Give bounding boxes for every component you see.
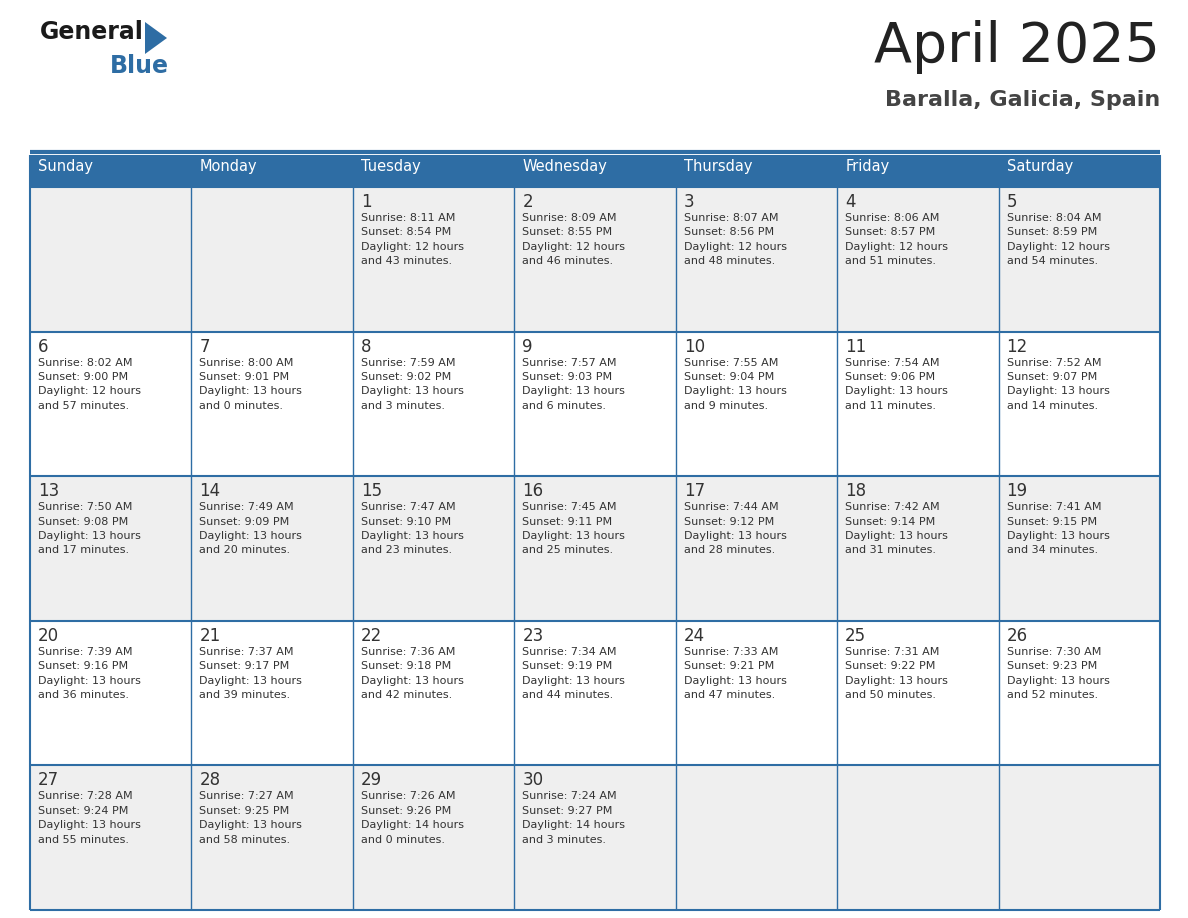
Text: Sunrise: 7:57 AM
Sunset: 9:03 PM
Daylight: 13 hours
and 6 minutes.: Sunrise: 7:57 AM Sunset: 9:03 PM Dayligh… xyxy=(523,358,625,410)
Text: Tuesday: Tuesday xyxy=(361,159,421,174)
Text: Sunrise: 7:34 AM
Sunset: 9:19 PM
Daylight: 13 hours
and 44 minutes.: Sunrise: 7:34 AM Sunset: 9:19 PM Dayligh… xyxy=(523,647,625,700)
Text: Sunrise: 7:26 AM
Sunset: 9:26 PM
Daylight: 14 hours
and 0 minutes.: Sunrise: 7:26 AM Sunset: 9:26 PM Dayligh… xyxy=(361,791,463,845)
Text: Sunrise: 7:24 AM
Sunset: 9:27 PM
Daylight: 14 hours
and 3 minutes.: Sunrise: 7:24 AM Sunset: 9:27 PM Dayligh… xyxy=(523,791,625,845)
Text: 12: 12 xyxy=(1006,338,1028,355)
Text: 10: 10 xyxy=(684,338,704,355)
Text: Sunrise: 8:00 AM
Sunset: 9:01 PM
Daylight: 13 hours
and 0 minutes.: Sunrise: 8:00 AM Sunset: 9:01 PM Dayligh… xyxy=(200,358,302,410)
Text: 30: 30 xyxy=(523,771,543,789)
Text: Sunrise: 8:07 AM
Sunset: 8:56 PM
Daylight: 12 hours
and 48 minutes.: Sunrise: 8:07 AM Sunset: 8:56 PM Dayligh… xyxy=(684,213,786,266)
Text: 20: 20 xyxy=(38,627,59,644)
Bar xyxy=(30,331,1159,476)
Text: Sunrise: 7:41 AM
Sunset: 9:15 PM
Daylight: 13 hours
and 34 minutes.: Sunrise: 7:41 AM Sunset: 9:15 PM Dayligh… xyxy=(1006,502,1110,555)
Text: Sunrise: 7:59 AM
Sunset: 9:02 PM
Daylight: 13 hours
and 3 minutes.: Sunrise: 7:59 AM Sunset: 9:02 PM Dayligh… xyxy=(361,358,463,410)
Bar xyxy=(514,155,676,187)
Text: 25: 25 xyxy=(845,627,866,644)
Bar xyxy=(676,155,838,187)
Text: 24: 24 xyxy=(684,627,704,644)
Bar xyxy=(30,766,1159,910)
Text: Sunrise: 7:55 AM
Sunset: 9:04 PM
Daylight: 13 hours
and 9 minutes.: Sunrise: 7:55 AM Sunset: 9:04 PM Dayligh… xyxy=(684,358,786,410)
Text: Sunrise: 7:54 AM
Sunset: 9:06 PM
Daylight: 13 hours
and 11 minutes.: Sunrise: 7:54 AM Sunset: 9:06 PM Dayligh… xyxy=(845,358,948,410)
Text: 28: 28 xyxy=(200,771,221,789)
Text: 26: 26 xyxy=(1006,627,1028,644)
Bar xyxy=(838,155,999,187)
Polygon shape xyxy=(145,22,168,54)
Text: Sunrise: 8:06 AM
Sunset: 8:57 PM
Daylight: 12 hours
and 51 minutes.: Sunrise: 8:06 AM Sunset: 8:57 PM Dayligh… xyxy=(845,213,948,266)
Text: Sunrise: 7:37 AM
Sunset: 9:17 PM
Daylight: 13 hours
and 39 minutes.: Sunrise: 7:37 AM Sunset: 9:17 PM Dayligh… xyxy=(200,647,302,700)
Bar xyxy=(30,621,1159,766)
Text: 14: 14 xyxy=(200,482,221,500)
Text: Sunrise: 8:02 AM
Sunset: 9:00 PM
Daylight: 12 hours
and 57 minutes.: Sunrise: 8:02 AM Sunset: 9:00 PM Dayligh… xyxy=(38,358,141,410)
Text: April 2025: April 2025 xyxy=(874,20,1159,74)
Text: 21: 21 xyxy=(200,627,221,644)
Text: Sunrise: 7:27 AM
Sunset: 9:25 PM
Daylight: 13 hours
and 58 minutes.: Sunrise: 7:27 AM Sunset: 9:25 PM Dayligh… xyxy=(200,791,302,845)
Text: 22: 22 xyxy=(361,627,383,644)
Text: 23: 23 xyxy=(523,627,544,644)
Text: Sunrise: 8:11 AM
Sunset: 8:54 PM
Daylight: 12 hours
and 43 minutes.: Sunrise: 8:11 AM Sunset: 8:54 PM Dayligh… xyxy=(361,213,463,266)
Text: Thursday: Thursday xyxy=(684,159,752,174)
Text: Blue: Blue xyxy=(110,54,169,78)
Bar xyxy=(191,155,353,187)
Bar xyxy=(30,187,1159,331)
Text: Monday: Monday xyxy=(200,159,257,174)
Text: Saturday: Saturday xyxy=(1006,159,1073,174)
Text: Sunrise: 7:39 AM
Sunset: 9:16 PM
Daylight: 13 hours
and 36 minutes.: Sunrise: 7:39 AM Sunset: 9:16 PM Dayligh… xyxy=(38,647,141,700)
Text: Sunrise: 7:33 AM
Sunset: 9:21 PM
Daylight: 13 hours
and 47 minutes.: Sunrise: 7:33 AM Sunset: 9:21 PM Dayligh… xyxy=(684,647,786,700)
Text: Sunday: Sunday xyxy=(38,159,93,174)
Text: Sunrise: 7:50 AM
Sunset: 9:08 PM
Daylight: 13 hours
and 17 minutes.: Sunrise: 7:50 AM Sunset: 9:08 PM Dayligh… xyxy=(38,502,141,555)
Text: Sunrise: 7:36 AM
Sunset: 9:18 PM
Daylight: 13 hours
and 42 minutes.: Sunrise: 7:36 AM Sunset: 9:18 PM Dayligh… xyxy=(361,647,463,700)
Text: Sunrise: 8:09 AM
Sunset: 8:55 PM
Daylight: 12 hours
and 46 minutes.: Sunrise: 8:09 AM Sunset: 8:55 PM Dayligh… xyxy=(523,213,625,266)
Text: Friday: Friday xyxy=(845,159,890,174)
Text: 1: 1 xyxy=(361,193,372,211)
Text: Sunrise: 7:45 AM
Sunset: 9:11 PM
Daylight: 13 hours
and 25 minutes.: Sunrise: 7:45 AM Sunset: 9:11 PM Dayligh… xyxy=(523,502,625,555)
Text: 11: 11 xyxy=(845,338,866,355)
Text: 15: 15 xyxy=(361,482,383,500)
Text: Sunrise: 7:49 AM
Sunset: 9:09 PM
Daylight: 13 hours
and 20 minutes.: Sunrise: 7:49 AM Sunset: 9:09 PM Dayligh… xyxy=(200,502,302,555)
Text: 3: 3 xyxy=(684,193,694,211)
Text: 19: 19 xyxy=(1006,482,1028,500)
Text: 17: 17 xyxy=(684,482,704,500)
Bar xyxy=(999,155,1159,187)
Text: Sunrise: 8:04 AM
Sunset: 8:59 PM
Daylight: 12 hours
and 54 minutes.: Sunrise: 8:04 AM Sunset: 8:59 PM Dayligh… xyxy=(1006,213,1110,266)
Text: 16: 16 xyxy=(523,482,543,500)
Text: Wednesday: Wednesday xyxy=(523,159,607,174)
Text: 4: 4 xyxy=(845,193,855,211)
Bar xyxy=(353,155,514,187)
Text: Sunrise: 7:30 AM
Sunset: 9:23 PM
Daylight: 13 hours
and 52 minutes.: Sunrise: 7:30 AM Sunset: 9:23 PM Dayligh… xyxy=(1006,647,1110,700)
Text: Sunrise: 7:52 AM
Sunset: 9:07 PM
Daylight: 13 hours
and 14 minutes.: Sunrise: 7:52 AM Sunset: 9:07 PM Dayligh… xyxy=(1006,358,1110,410)
Text: General: General xyxy=(40,20,144,44)
Text: 7: 7 xyxy=(200,338,210,355)
Text: Sunrise: 7:31 AM
Sunset: 9:22 PM
Daylight: 13 hours
and 50 minutes.: Sunrise: 7:31 AM Sunset: 9:22 PM Dayligh… xyxy=(845,647,948,700)
Text: Sunrise: 7:42 AM
Sunset: 9:14 PM
Daylight: 13 hours
and 31 minutes.: Sunrise: 7:42 AM Sunset: 9:14 PM Dayligh… xyxy=(845,502,948,555)
Text: 5: 5 xyxy=(1006,193,1017,211)
Text: 13: 13 xyxy=(38,482,59,500)
Text: 18: 18 xyxy=(845,482,866,500)
Text: 8: 8 xyxy=(361,338,372,355)
Text: Baralla, Galicia, Spain: Baralla, Galicia, Spain xyxy=(885,90,1159,110)
Text: Sunrise: 7:47 AM
Sunset: 9:10 PM
Daylight: 13 hours
and 23 minutes.: Sunrise: 7:47 AM Sunset: 9:10 PM Dayligh… xyxy=(361,502,463,555)
Text: Sunrise: 7:44 AM
Sunset: 9:12 PM
Daylight: 13 hours
and 28 minutes.: Sunrise: 7:44 AM Sunset: 9:12 PM Dayligh… xyxy=(684,502,786,555)
Text: 6: 6 xyxy=(38,338,49,355)
Text: 29: 29 xyxy=(361,771,383,789)
Text: 27: 27 xyxy=(38,771,59,789)
Text: 9: 9 xyxy=(523,338,532,355)
Bar xyxy=(30,476,1159,621)
Text: 2: 2 xyxy=(523,193,533,211)
Text: Sunrise: 7:28 AM
Sunset: 9:24 PM
Daylight: 13 hours
and 55 minutes.: Sunrise: 7:28 AM Sunset: 9:24 PM Dayligh… xyxy=(38,791,141,845)
Bar xyxy=(30,155,191,187)
